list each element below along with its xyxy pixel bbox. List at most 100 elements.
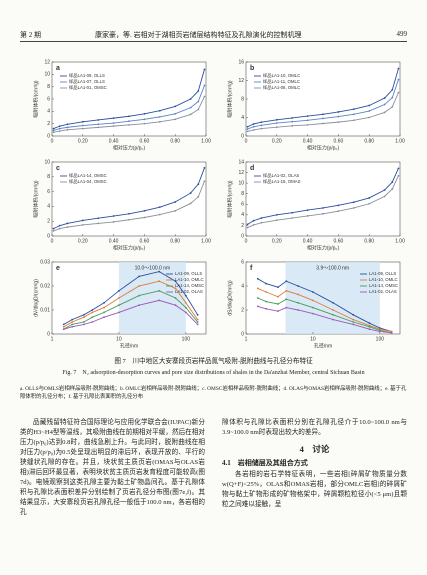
y-tick-label: 6 (47, 189, 50, 195)
data-point (368, 116, 371, 119)
data-point (368, 202, 371, 205)
data-point (322, 113, 324, 116)
data-point (337, 121, 340, 124)
data-point (66, 126, 69, 129)
data-point (174, 201, 177, 203)
x-tick-label: 0.20 (272, 138, 282, 144)
y-tick-label: 8 (47, 84, 50, 90)
data-point (352, 108, 355, 111)
data-point (184, 311, 187, 314)
figure-caption-en: Fig. 7 N₂ adsorption-desorption curves a… (62, 370, 365, 376)
y-tick-label: 2 (241, 223, 244, 229)
y-axis-label: 吸附体积/(cm³/g) (32, 180, 39, 218)
y-axis-label: dV/dlogD/(cm³/g) (33, 279, 39, 317)
running-issue: 第 2 期 (20, 31, 41, 39)
data-point (383, 189, 386, 191)
data-point (332, 318, 334, 321)
data-point (174, 297, 177, 299)
data-point (337, 204, 340, 207)
legend-label: 样品LA1-14, OMSC (69, 172, 107, 179)
data-point (322, 122, 324, 125)
y-tick-label: 0 (241, 133, 244, 139)
y-tick-label: 6 (241, 259, 244, 265)
data-point (138, 294, 140, 297)
data-point (81, 127, 84, 130)
data-point (265, 291, 268, 293)
data-point (391, 105, 394, 108)
data-point (158, 115, 161, 118)
data-point (246, 130, 249, 133)
data-point (118, 289, 120, 292)
data-point (128, 124, 130, 126)
panel-label: b (250, 65, 254, 72)
data-point (128, 212, 130, 215)
data-point (81, 224, 84, 226)
data-point (196, 323, 199, 326)
x-tick-label: 0 (245, 138, 248, 144)
x-tick-label: 0.20 (78, 238, 88, 244)
y-tick-label: 0.03 (40, 259, 50, 265)
data-point (332, 313, 334, 316)
legend-label: 样品LA1-02, OLAS (263, 172, 299, 179)
data-point (97, 126, 100, 129)
data-point (352, 323, 355, 326)
data-point (184, 301, 187, 304)
data-point (128, 120, 130, 123)
data-point (103, 316, 105, 319)
x-tick-label: 10 (116, 336, 122, 342)
data-point (312, 312, 314, 315)
data-point (138, 275, 140, 278)
right-column: 隙体积与孔隙比表面积分别在孔隙孔径介于10.0~100.0 nm与3.9~100… (222, 418, 407, 510)
data-point (391, 181, 394, 183)
data-point (332, 309, 334, 311)
data-point (391, 88, 394, 91)
y-tick-label: 10 (44, 159, 50, 165)
data-point (118, 311, 120, 314)
data-point (352, 201, 355, 204)
data-point (158, 280, 161, 283)
y-tick-label: 0 (241, 233, 244, 239)
data-point (277, 286, 279, 289)
y-tick-label: 10 (238, 180, 244, 186)
data-point (196, 313, 199, 316)
data-point (332, 301, 334, 304)
data-point (275, 126, 278, 129)
y-axis-label: 吸附体积/(cm³/g) (32, 80, 39, 118)
data-point (390, 331, 393, 334)
y-tick-label: 0 (241, 331, 244, 337)
data-point (158, 270, 161, 273)
data-point (352, 318, 355, 321)
data-point (252, 219, 255, 222)
data-point (62, 328, 65, 331)
data-point (352, 313, 355, 316)
plot-area (245, 161, 401, 237)
data-point (297, 293, 299, 296)
legend-label: 样品LA1-07, OLLS (69, 78, 105, 85)
data-point (189, 192, 192, 194)
annotation: 3.9～100.0 nm (316, 265, 349, 271)
panel-label: c (56, 165, 60, 172)
data-point (397, 78, 400, 81)
data-point (352, 321, 355, 323)
data-point (58, 224, 61, 227)
y-tick-label: 2 (241, 307, 244, 313)
data-point (52, 127, 55, 130)
legend-label: LA1-02, OLAS (369, 289, 397, 294)
data-point (291, 211, 294, 214)
data-point (252, 129, 255, 131)
data-point (297, 301, 299, 304)
data-point (246, 223, 249, 226)
data-point (291, 124, 294, 127)
x-axis-label: 相对压力(p/p₀) (113, 144, 146, 151)
data-point (306, 115, 309, 118)
data-point (58, 127, 61, 130)
annotation: 10.0～100.0 nm (135, 265, 171, 271)
data-point (322, 117, 324, 120)
data-point (91, 321, 94, 323)
x-tick-label: 0.40 (303, 138, 313, 144)
legend-label: LA1-10, OMLC (175, 277, 204, 282)
data-point (368, 325, 371, 328)
legend-label: LA1-02, OLAS (175, 289, 203, 294)
y-tick-label: 6 (47, 96, 50, 102)
data-point (397, 67, 400, 70)
